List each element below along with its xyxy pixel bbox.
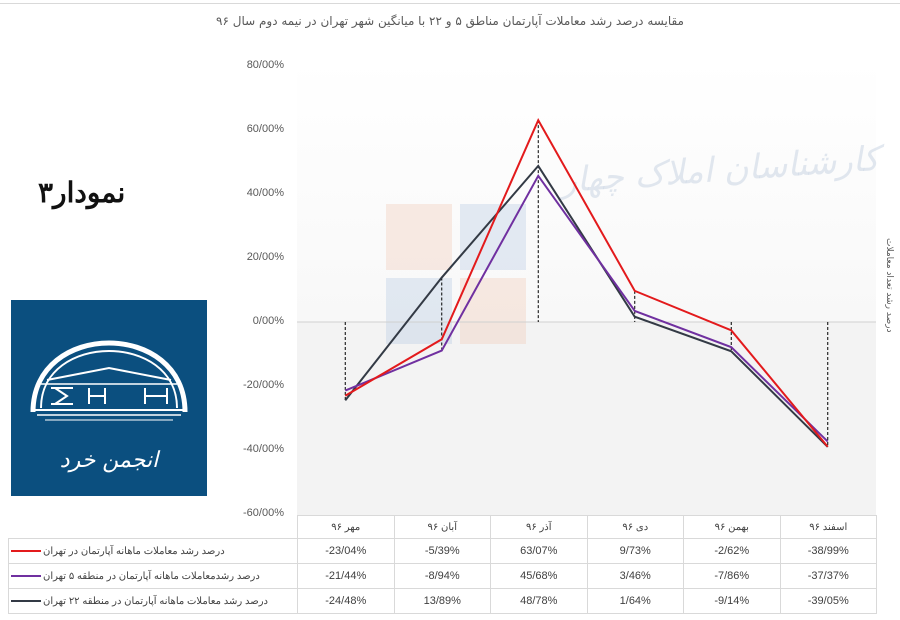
y-tick-label: -20/00%	[243, 379, 284, 391]
y-tick-label: 60/00%	[246, 123, 284, 135]
table-cell: -9/14%	[683, 588, 781, 614]
series-lines	[344, 117, 829, 448]
series-line	[344, 173, 829, 443]
month-header: آذر ۹۶	[490, 515, 588, 539]
table-cell: 1/64%	[586, 588, 684, 614]
table-row: درصد رشدمعاملات ماهانه آپارتمان در منطقه…	[8, 563, 877, 589]
logo-text: انجمن خرد	[59, 448, 159, 473]
y-tick-label: 0/00%	[252, 315, 284, 327]
data-table: مهر ۹۶ آبان ۹۶ آذر ۹۶ دی ۹۶ بهمن ۹۶ اسفن…	[8, 515, 877, 614]
series-legend-cell: درصد رشدمعاملات ماهانه آپارتمان در منطقه…	[8, 563, 298, 589]
table-cell: -39/05%	[779, 588, 877, 614]
table-cell: -2/62%	[683, 538, 781, 564]
table-cell: -5/39%	[393, 538, 491, 564]
series-line	[344, 164, 829, 448]
month-header: اسفند ۹۶	[779, 515, 877, 539]
series-label: درصد رشد معاملات ماهانه آپارتمان در منطق…	[43, 596, 268, 607]
watermark-square	[460, 278, 526, 344]
table-cell: -8/94%	[393, 563, 491, 589]
legend-line-icon	[11, 550, 41, 553]
y-tick-label: 20/00%	[246, 251, 284, 263]
plot-area-upper	[297, 60, 876, 322]
table-row: درصد رشد معاملات ماهانه آپارتمان در منطق…	[8, 588, 877, 614]
table-cell: -37/37%	[779, 563, 877, 589]
table-cell: 13/89%	[393, 588, 491, 614]
table-corner	[8, 515, 298, 539]
top-border	[0, 3, 900, 4]
legend-line-icon	[11, 600, 41, 603]
series-label: درصد رشدمعاملات ماهانه آپارتمان در منطقه…	[43, 571, 260, 582]
table-cell: 9/73%	[586, 538, 684, 564]
month-header: مهر ۹۶	[297, 515, 395, 539]
table-cell: 3/46%	[586, 563, 684, 589]
month-header: آبان ۹۶	[393, 515, 491, 539]
table-cell: -24/48%	[297, 588, 395, 614]
table-cell: -21/44%	[297, 563, 395, 589]
chart-number-label: نمودار۳	[38, 176, 126, 209]
logo-dome-icon	[30, 340, 188, 421]
month-header: بهمن ۹۶	[683, 515, 781, 539]
drop-lines	[344, 120, 829, 447]
table-cell: -23/04%	[297, 538, 395, 564]
chart-title: مقایسه درصد رشد معاملات آپارتمان مناطق ۵…	[216, 14, 684, 28]
series-label: درصد رشد معاملات ماهانه آپارتمان در تهرا…	[43, 546, 225, 557]
table-cell: -7/86%	[683, 563, 781, 589]
table-cell: 63/07%	[490, 538, 588, 564]
month-header: دی ۹۶	[586, 515, 684, 539]
watermark-square	[386, 204, 452, 270]
legend-line-icon	[11, 575, 41, 578]
table-cell: 48/78%	[490, 588, 588, 614]
y-axis-title: درصد رشد تعداد معاملات	[884, 237, 894, 333]
organization-logo: انجمن خرد	[11, 300, 207, 496]
table-cell: 45/68%	[490, 563, 588, 589]
series-legend-cell: درصد رشد معاملات ماهانه آپارتمان در تهرا…	[8, 538, 298, 564]
y-tick-label: 80/00%	[246, 59, 284, 71]
series-line	[344, 117, 829, 448]
y-tick-label: 40/00%	[246, 187, 284, 199]
table-cell: -38/99%	[779, 538, 877, 564]
plot-area-lower	[297, 322, 876, 515]
table-header-row: مهر ۹۶ آبان ۹۶ آذر ۹۶ دی ۹۶ بهمن ۹۶ اسفن…	[8, 515, 877, 539]
series-legend-cell: درصد رشد معاملات ماهانه آپارتمان در منطق…	[8, 588, 298, 614]
y-tick-label: -40/00%	[243, 443, 284, 455]
table-row: درصد رشد معاملات ماهانه آپارتمان در تهرا…	[8, 538, 877, 564]
